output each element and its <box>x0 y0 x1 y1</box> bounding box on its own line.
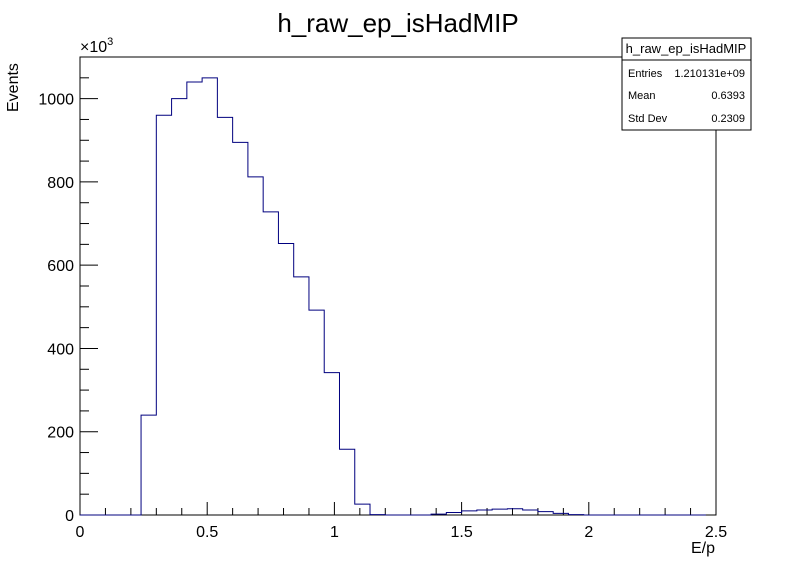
y-axis-label: Events <box>5 63 22 112</box>
x-tick-label: 0 <box>76 524 85 541</box>
x-tick-label: 2.5 <box>705 524 727 541</box>
y-tick-label: 200 <box>47 425 74 442</box>
histogram-bin <box>202 78 217 515</box>
histogram-bin <box>248 177 263 515</box>
y-tick-label: 800 <box>47 175 74 192</box>
stats-stddev-label: Std Dev <box>628 113 668 125</box>
chart-title: h_raw_ep_isHadMIP <box>277 8 518 38</box>
histogram-bin <box>263 212 278 515</box>
stats-mean-label: Mean <box>628 90 656 102</box>
x-tick-label: 1 <box>330 524 339 541</box>
y-multiplier-base: ×10 <box>80 39 107 56</box>
y-axis-ticks <box>80 56 98 516</box>
histogram-bin <box>278 244 293 515</box>
histogram-bin <box>523 510 538 515</box>
x-tick-label: 2 <box>584 524 593 541</box>
histogram-bin <box>355 504 370 515</box>
y-tick-label: 400 <box>47 341 74 358</box>
x-tick-label: 0.5 <box>196 524 218 541</box>
histogram-bin <box>507 509 522 515</box>
y-tick-label: 0 <box>65 508 74 525</box>
stats-box: h_raw_ep_isHadMIP Entries 1.210131e+09 M… <box>621 37 752 131</box>
histogram-series <box>80 77 706 516</box>
histogram-bin <box>172 99 187 515</box>
histogram-bin <box>492 509 507 515</box>
y-multiplier: ×103 <box>80 36 113 56</box>
y-multiplier-exponent: 3 <box>107 36 113 48</box>
stats-entries-label: Entries <box>628 68 663 80</box>
histogram-bin <box>217 117 232 515</box>
x-axis-label: E/p <box>691 540 715 557</box>
histogram-bin <box>339 449 354 515</box>
stats-box-frame <box>621 37 752 131</box>
x-tick-label: 1.5 <box>450 524 472 541</box>
x-axis-ticks <box>79 502 717 515</box>
stats-box-title: h_raw_ep_isHadMIP <box>626 41 747 56</box>
histogram-bin <box>477 510 492 515</box>
histogram-bin <box>141 415 156 515</box>
stats-entries-value: 1.210131e+09 <box>674 68 745 80</box>
histogram-bin <box>294 277 309 515</box>
stats-mean-value: 0.6393 <box>711 90 745 102</box>
stats-stddev-value: 0.2309 <box>711 113 745 125</box>
histogram-bin <box>462 511 477 515</box>
y-tick-label: 600 <box>47 258 74 275</box>
histogram-bin <box>233 142 248 515</box>
histogram-bin <box>324 373 339 515</box>
histogram-bin <box>309 310 324 515</box>
histogram-outline <box>80 77 706 516</box>
y-axis-tick-labels: 0 200 400 600 800 1000 <box>38 92 74 525</box>
histogram-bin <box>187 82 202 515</box>
y-tick-label: 1000 <box>38 92 74 109</box>
histogram-bin <box>156 115 171 515</box>
plot-frame <box>79 56 717 516</box>
x-axis-tick-labels: 0 0.5 1 1.5 2 2.5 <box>76 524 728 541</box>
